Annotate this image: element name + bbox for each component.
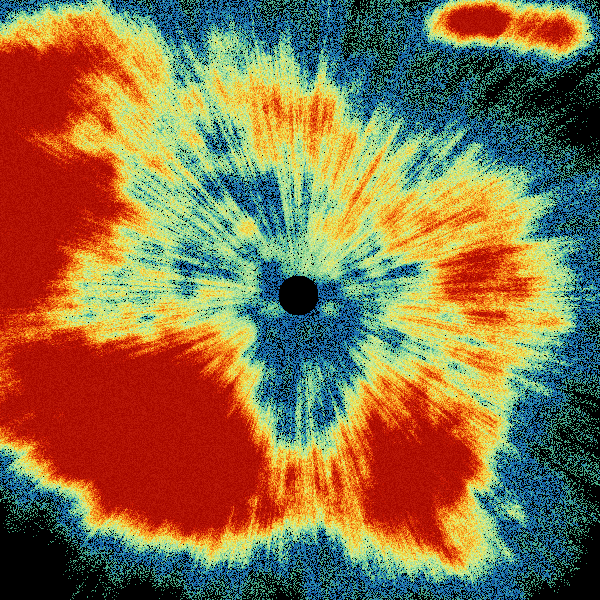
radar-image-canvas[interactable]	[0, 0, 600, 600]
radar-reflectivity-display[interactable]: Radar Reflectivity PPI	[0, 0, 600, 600]
